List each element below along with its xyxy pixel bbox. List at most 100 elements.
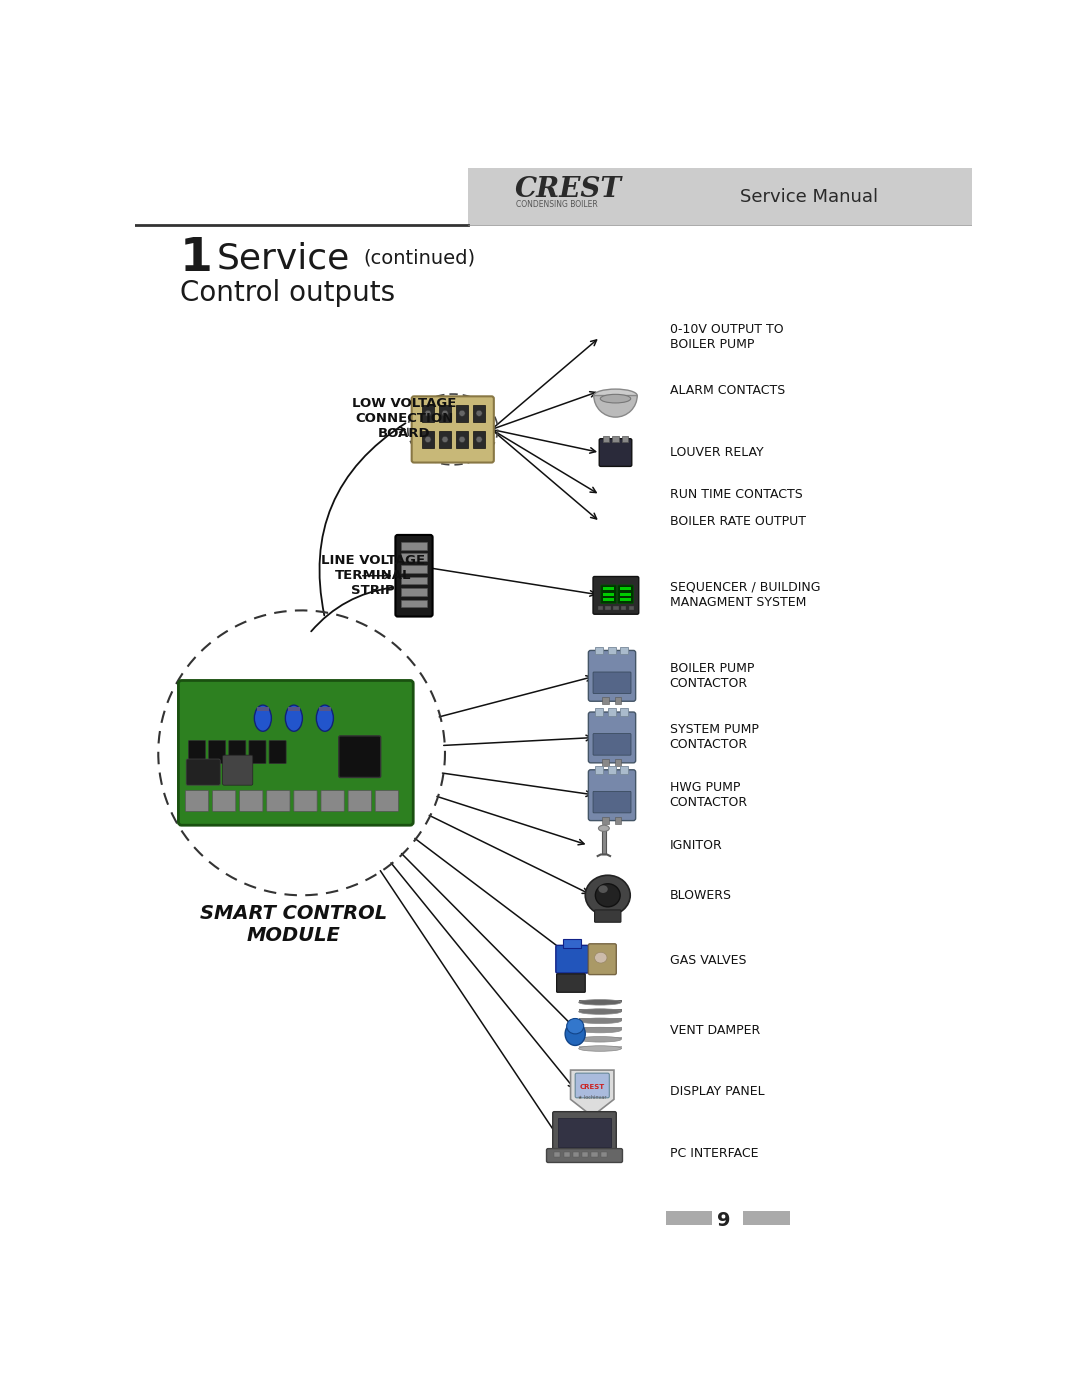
FancyBboxPatch shape [589,944,617,975]
Text: ALARM CONTACTS: ALARM CONTACTS [670,384,785,397]
Text: SYSTEM PUMP
CONTACTOR: SYSTEM PUMP CONTACTOR [670,724,758,752]
FancyBboxPatch shape [595,909,621,922]
Bar [603,587,613,591]
Text: LOUVER RELAY: LOUVER RELAY [670,446,764,460]
FancyBboxPatch shape [348,791,372,812]
Polygon shape [570,1070,613,1116]
Ellipse shape [585,876,631,915]
Ellipse shape [579,1018,621,1024]
Bar [572,1153,579,1157]
Text: 9: 9 [717,1211,731,1229]
FancyBboxPatch shape [186,759,220,785]
Ellipse shape [285,705,302,731]
Ellipse shape [565,1023,585,1045]
Bar [603,592,613,595]
Ellipse shape [442,436,448,443]
FancyBboxPatch shape [589,770,636,820]
Text: Control outputs: Control outputs [180,279,395,307]
FancyBboxPatch shape [267,791,291,812]
Ellipse shape [595,953,607,963]
FancyBboxPatch shape [213,791,235,812]
Bar [608,766,616,774]
Bar [603,598,613,601]
Ellipse shape [579,1037,621,1042]
Bar [620,587,631,591]
Ellipse shape [476,411,482,416]
Bar [592,1153,597,1157]
FancyBboxPatch shape [208,740,226,764]
Text: (continued): (continued) [364,249,476,268]
Bar [554,1153,561,1157]
Ellipse shape [567,1018,583,1034]
Text: BLOWERS: BLOWERS [670,888,732,902]
Ellipse shape [459,411,465,416]
Bar [743,1211,789,1225]
FancyBboxPatch shape [248,740,266,764]
Text: CREST: CREST [515,176,622,203]
Bar [456,432,469,448]
Text: LOW VOLTAGE
CONNECTION
BOARD: LOW VOLTAGE CONNECTION BOARD [352,397,457,440]
FancyBboxPatch shape [593,791,631,813]
Bar [612,436,619,441]
FancyBboxPatch shape [229,740,246,764]
Bar [600,1153,607,1157]
FancyBboxPatch shape [222,756,253,785]
Ellipse shape [476,436,482,443]
Bar [582,1153,589,1157]
Bar [620,766,627,774]
FancyBboxPatch shape [600,585,617,604]
FancyBboxPatch shape [178,680,414,826]
Bar [615,697,621,704]
FancyBboxPatch shape [576,1073,609,1098]
Bar [473,405,485,422]
Bar [595,647,603,654]
FancyBboxPatch shape [553,1112,617,1151]
Bar [579,1009,622,1011]
Bar [620,592,631,595]
Bar [666,1211,713,1225]
Text: GAS VALVES: GAS VALVES [670,954,746,967]
Bar [563,939,581,949]
Text: 1: 1 [180,236,213,281]
Bar [620,598,631,601]
Bar [603,697,608,704]
Ellipse shape [595,884,620,907]
Ellipse shape [579,1027,621,1032]
Text: CREST: CREST [580,1084,605,1090]
Bar [608,647,616,654]
Ellipse shape [579,1046,621,1052]
Bar [438,432,451,448]
Bar [603,759,608,766]
Bar [579,999,622,1002]
Bar [456,405,469,422]
Text: Service: Service [216,242,350,275]
FancyBboxPatch shape [269,740,286,764]
Ellipse shape [459,436,465,443]
Bar [401,564,428,573]
FancyBboxPatch shape [186,791,208,812]
Bar [135,168,469,225]
FancyBboxPatch shape [240,791,262,812]
Text: SMART CONTROL
MODULE: SMART CONTROL MODULE [200,904,388,944]
Bar [595,708,603,715]
Bar [401,588,428,595]
Bar [319,707,332,711]
FancyBboxPatch shape [593,733,631,756]
Text: 0-10V OUTPUT TO
BOILER PUMP: 0-10V OUTPUT TO BOILER PUMP [670,323,783,351]
FancyBboxPatch shape [294,791,318,812]
Bar [422,432,434,448]
Bar [401,599,428,608]
Bar [597,606,603,609]
Bar [603,817,608,824]
FancyBboxPatch shape [556,946,589,974]
Text: RUN TIME CONTACTS: RUN TIME CONTACTS [670,489,802,502]
Ellipse shape [255,705,271,731]
Bar [615,817,621,824]
Bar [603,436,609,441]
Text: PC INTERFACE: PC INTERFACE [670,1147,758,1160]
FancyBboxPatch shape [589,712,636,763]
Bar [257,707,269,711]
Bar [622,436,627,441]
FancyBboxPatch shape [546,1148,622,1162]
Bar [438,405,451,422]
